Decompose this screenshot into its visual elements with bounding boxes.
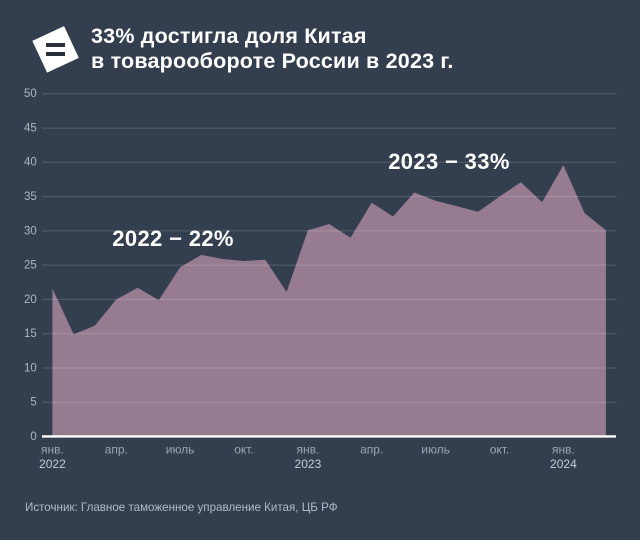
svg-text:15: 15 bbox=[24, 328, 37, 340]
svg-text:2024: 2024 bbox=[550, 457, 577, 471]
svg-text:июль: июль bbox=[421, 443, 450, 457]
svg-text:40: 40 bbox=[24, 157, 37, 169]
svg-text:30: 30 bbox=[24, 225, 37, 237]
svg-text:апр.: апр. bbox=[105, 443, 128, 457]
svg-text:апр.: апр. bbox=[360, 443, 383, 457]
svg-text:янв.: янв. bbox=[552, 443, 575, 457]
svg-text:2023 − 33%: 2023 − 33% bbox=[388, 149, 510, 174]
svg-text:50: 50 bbox=[24, 88, 37, 100]
svg-text:окт.: окт. bbox=[234, 443, 254, 457]
svg-text:25: 25 bbox=[24, 260, 37, 272]
svg-text:45: 45 bbox=[24, 123, 37, 135]
svg-text:июль: июль bbox=[166, 443, 195, 457]
svg-text:10: 10 bbox=[24, 362, 37, 374]
svg-text:янв.: янв. bbox=[41, 443, 64, 457]
svg-text:5: 5 bbox=[30, 397, 36, 409]
svg-text:2023: 2023 bbox=[295, 457, 322, 471]
svg-text:Источник: Главное таможенное у: Источник: Главное таможенное управление … bbox=[25, 501, 338, 514]
svg-text:окт.: окт. bbox=[490, 443, 510, 457]
svg-text:янв.: янв. bbox=[296, 443, 319, 457]
svg-text:35: 35 bbox=[24, 191, 37, 203]
svg-text:0: 0 bbox=[30, 431, 36, 443]
svg-text:20: 20 bbox=[24, 294, 37, 306]
svg-text:2022 − 22%: 2022 − 22% bbox=[112, 226, 234, 251]
svg-text:2022: 2022 bbox=[39, 457, 66, 471]
